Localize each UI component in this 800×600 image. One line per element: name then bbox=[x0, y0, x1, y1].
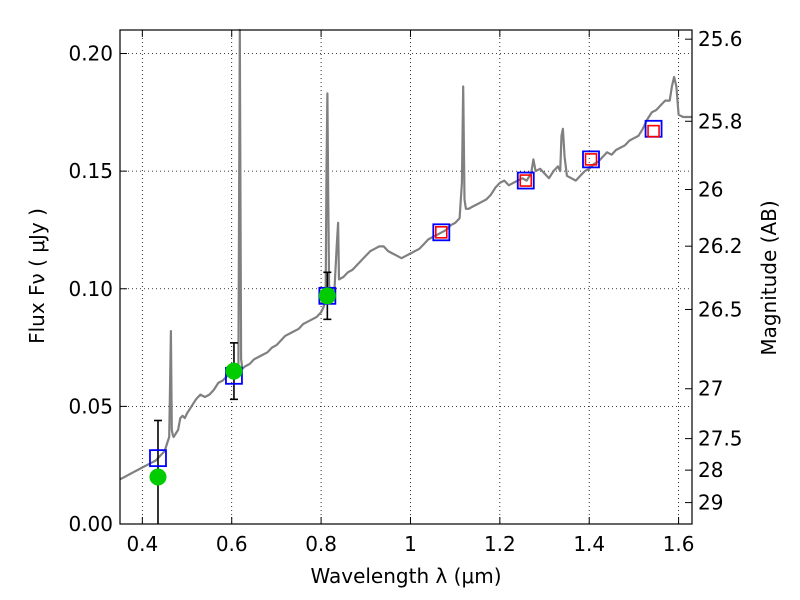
red-square-marker bbox=[647, 124, 660, 138]
y2-tick-label: 26.2 bbox=[698, 234, 743, 258]
red-square-marker bbox=[435, 226, 448, 239]
y2-tick-label: 29 bbox=[698, 491, 723, 515]
x-tick-label: 1.4 bbox=[573, 532, 605, 556]
blue-square-marker bbox=[149, 449, 167, 468]
y-tick-label: 0.15 bbox=[68, 159, 113, 183]
blue-square-marker bbox=[582, 150, 600, 169]
green-circle-marker bbox=[318, 287, 336, 305]
spectrum-layer bbox=[119, 28, 692, 481]
marker-layer bbox=[149, 119, 663, 524]
tick-layer: 0.4 0.6 0.8 1 1.2 1.4 1.6 0.00 0.05 0.10 0.15 0.20 2… bbox=[68, 27, 742, 556]
y2-tick-label: 28 bbox=[698, 458, 723, 482]
y2-tick-label: 27.5 bbox=[698, 427, 743, 451]
y-tick-label: 0.10 bbox=[68, 277, 113, 301]
x-tick-label: 0.6 bbox=[216, 532, 248, 556]
x-tick-label: 1.6 bbox=[663, 532, 695, 556]
x-tick-label: 1 bbox=[404, 532, 417, 556]
x-tick-label: 0.4 bbox=[126, 532, 158, 556]
y-axis-label: Flux Fν ( μJy ) bbox=[25, 208, 49, 344]
green-circle-marker bbox=[149, 468, 167, 486]
plot-frame bbox=[119, 29, 693, 525]
red-square-marker bbox=[584, 153, 598, 166]
x-tick-label: 1.2 bbox=[484, 532, 516, 556]
y2-tick-label: 25.8 bbox=[698, 109, 743, 133]
red-square-marker bbox=[519, 174, 533, 187]
y-tick-label: 0.05 bbox=[68, 394, 113, 418]
x-tick-label: 0.8 bbox=[305, 532, 337, 556]
green-circle-marker bbox=[225, 362, 243, 380]
y2-axis-label: Magnitude (AB) bbox=[757, 200, 781, 355]
blue-square-marker bbox=[516, 171, 535, 190]
spectrum-line bbox=[119, 28, 692, 481]
blue-square-marker bbox=[432, 223, 451, 242]
y2-tick-label: 26 bbox=[698, 177, 723, 201]
y-tick-label: 0.00 bbox=[68, 512, 113, 536]
y2-tick-label: 26.5 bbox=[698, 297, 743, 321]
y2-tick-label: 25.6 bbox=[698, 27, 743, 51]
y-tick-label: 0.20 bbox=[68, 42, 113, 66]
x-axis-label: Wavelength λ (μm) bbox=[310, 564, 501, 588]
y2-tick-label: 27 bbox=[698, 377, 723, 401]
